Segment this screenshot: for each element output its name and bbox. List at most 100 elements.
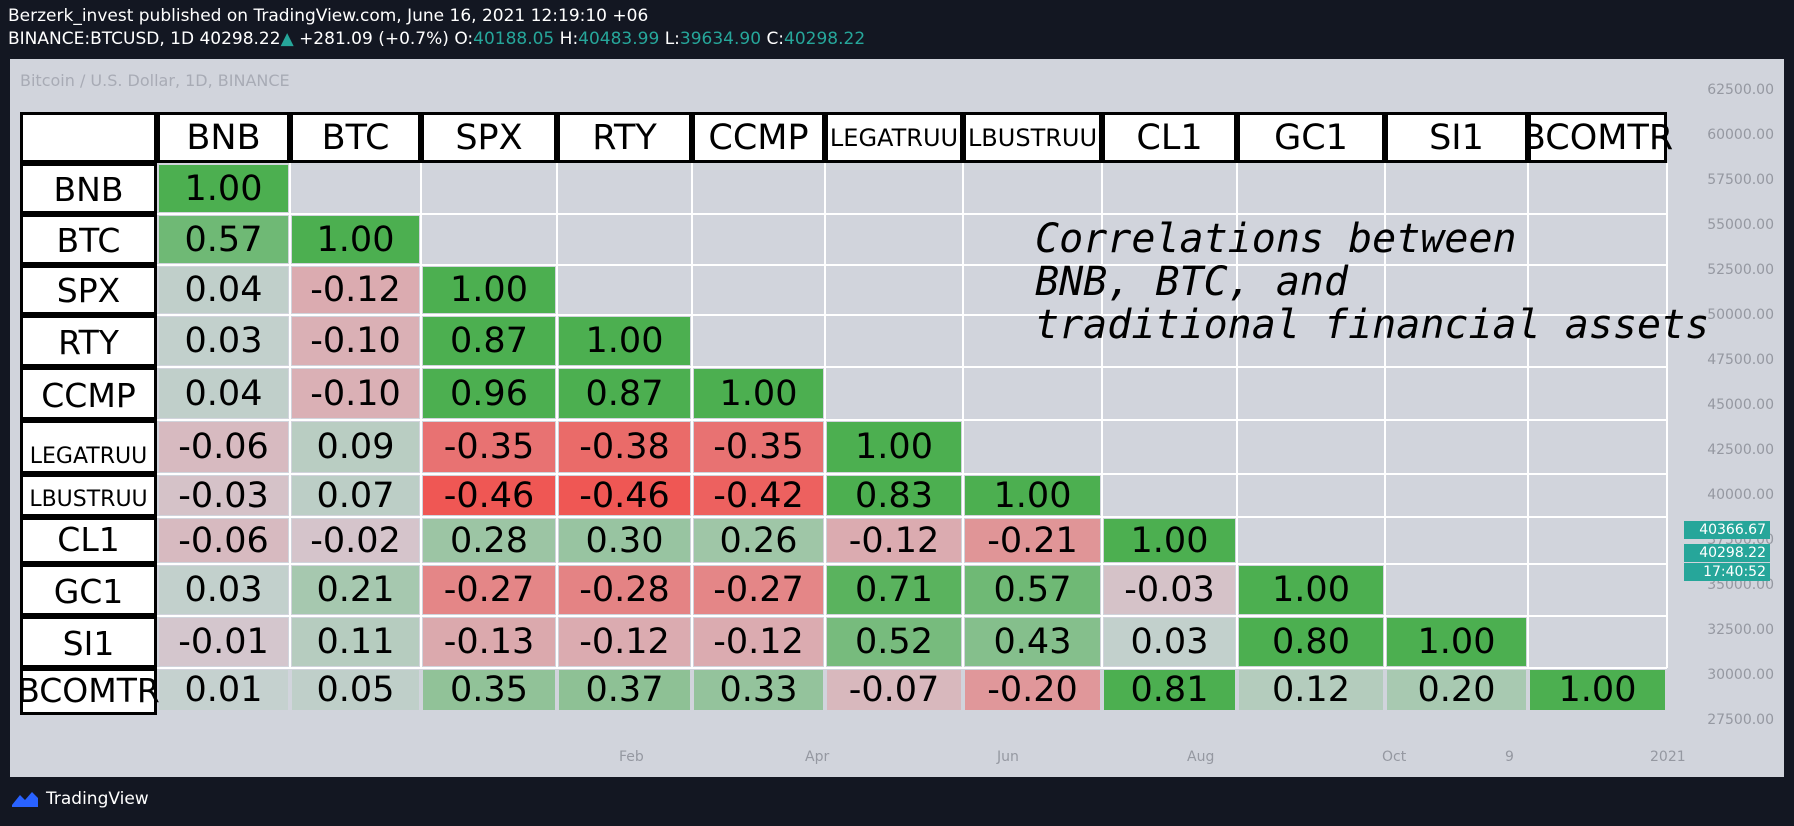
time-axis-tick: 9 xyxy=(1505,749,1514,765)
correlation-cell: 0.87 xyxy=(423,317,555,365)
correlation-cell: -0.03 xyxy=(159,476,288,516)
price-axis-tick: 32500.00 xyxy=(1707,622,1774,638)
correlation-cell: -0.07 xyxy=(827,670,961,710)
grid-line xyxy=(157,419,1667,421)
column-header-legatruu: LEGATRUU xyxy=(825,112,963,163)
correlation-cell: -0.01 xyxy=(159,618,288,666)
grid-line xyxy=(556,163,558,668)
row-header-gc1: GC1 xyxy=(20,564,157,616)
time-axis-tick: Feb xyxy=(619,749,644,765)
correlation-cell: 0.05 xyxy=(292,670,419,710)
row-header-bcomtr: BCOMTR xyxy=(17,668,160,715)
correlation-cell: 0.09 xyxy=(292,422,419,472)
correlation-cell: 0.04 xyxy=(159,267,288,313)
correlation-cell: 0.28 xyxy=(423,519,555,562)
open-value: 40188.05 xyxy=(473,29,555,49)
correlation-cell: -0.10 xyxy=(292,369,419,418)
column-header-bnb: BNB xyxy=(157,112,290,163)
grid-line xyxy=(420,163,422,668)
grid-line xyxy=(157,516,1667,518)
correlation-cell: 1.00 xyxy=(1387,618,1526,666)
grid-line xyxy=(1384,163,1386,668)
grid-line xyxy=(157,366,1667,368)
correlation-cell: 1.00 xyxy=(827,422,961,472)
row-header-legatruu: LEGATRUU xyxy=(20,420,157,474)
price-label-high: 40366.67 xyxy=(1684,521,1770,539)
correlation-cell: 0.07 xyxy=(292,476,419,516)
open-label: O: xyxy=(454,29,474,49)
correlation-cell: 0.37 xyxy=(559,670,690,710)
price-axis-tick: 60000.00 xyxy=(1707,127,1774,143)
symbol-label[interactable]: BINANCE:BTCUSD, 1D xyxy=(8,29,195,49)
correlation-cell: 0.87 xyxy=(559,369,690,418)
row-header-bnb: BNB xyxy=(20,163,157,214)
correlation-cell: -0.12 xyxy=(292,267,419,313)
grid-line xyxy=(691,163,693,668)
grid-line xyxy=(1236,163,1238,668)
correlation-cell: -0.35 xyxy=(694,422,823,472)
correlation-cell: 0.96 xyxy=(423,369,555,418)
time-axis-tick: 2021 xyxy=(1650,749,1686,765)
correlation-cell: -0.02 xyxy=(292,519,419,562)
correlation-cell: 0.35 xyxy=(423,670,555,710)
time-axis-tick: Jun xyxy=(997,749,1019,765)
correlation-cell: -0.46 xyxy=(423,476,555,516)
price-change: +281.09 (+0.7%) xyxy=(299,29,449,49)
low-value: 39634.90 xyxy=(679,29,762,49)
price-axis-tick: 55000.00 xyxy=(1707,217,1774,233)
grid-line xyxy=(157,563,1667,565)
correlation-cell: -0.12 xyxy=(559,618,690,666)
time-axis-tick: Oct xyxy=(1382,749,1407,765)
grid-line xyxy=(157,667,1667,669)
tradingview-logo-icon xyxy=(12,792,38,807)
grid-line xyxy=(289,163,291,668)
correlation-cell: 0.21 xyxy=(292,566,419,614)
correlation-cell: 1.00 xyxy=(1239,566,1383,614)
column-header-btc: BTC xyxy=(290,112,421,163)
correlation-cell: -0.06 xyxy=(159,519,288,562)
correlation-cell: 0.20 xyxy=(1387,670,1526,710)
time-axis-tick: Aug xyxy=(1187,749,1215,765)
row-header-btc: BTC xyxy=(20,214,157,265)
price-label-countdown: 17:40:52 xyxy=(1684,563,1770,581)
column-header-ccmp: CCMP xyxy=(692,112,825,163)
column-header-lbustruu: LBUSTRUU xyxy=(963,112,1102,163)
correlation-cell: 0.03 xyxy=(159,317,288,365)
correlation-cell: 0.30 xyxy=(559,519,690,562)
correlation-cell: -0.10 xyxy=(292,317,419,365)
correlation-cell: 0.71 xyxy=(827,566,961,614)
correlation-cell: 1.00 xyxy=(694,369,823,418)
price-axis-tick: 35000.00 xyxy=(1707,577,1774,593)
correlation-cell: -0.20 xyxy=(965,670,1100,710)
publisher-line: Berzerk_invest published on TradingView.… xyxy=(8,6,649,26)
close-label: C: xyxy=(766,29,785,49)
row-header-ccmp: CCMP xyxy=(20,367,157,420)
price-axis-tick: 42500.00 xyxy=(1707,442,1774,458)
high-value: 40483.99 xyxy=(578,29,660,49)
price-axis-tick: 45000.00 xyxy=(1707,397,1774,413)
correlation-cell: -0.03 xyxy=(1104,566,1235,614)
column-header-rty: RTY xyxy=(557,112,692,163)
correlation-cell: -0.27 xyxy=(694,566,823,614)
column-header-si1: SI1 xyxy=(1385,112,1528,163)
grid-line xyxy=(824,163,826,668)
footer: TradingView xyxy=(10,789,149,809)
chart-annotation: Correlations between BNB, BTC, and tradi… xyxy=(1035,216,1710,348)
correlation-cell: 0.57 xyxy=(159,216,288,263)
footer-brand[interactable]: TradingView xyxy=(46,789,149,809)
correlation-cell: 0.03 xyxy=(159,566,288,614)
correlation-cell: -0.42 xyxy=(694,476,823,516)
grid-line xyxy=(157,213,1667,215)
price-label-last: 40298.22 xyxy=(1684,544,1770,562)
correlation-cell: -0.13 xyxy=(423,618,555,666)
price-axis-tick: 50000.00 xyxy=(1707,307,1774,323)
price-axis-tick: 62500.00 xyxy=(1707,82,1774,98)
correlation-cell: -0.38 xyxy=(559,422,690,472)
correlation-cell: -0.27 xyxy=(423,566,555,614)
price-axis[interactable]: 62500.00 60000.00 57500.00 55000.00 52500.00… xyxy=(1682,59,1774,749)
row-header-si1: SI1 xyxy=(20,616,157,668)
row-header-rty: RTY xyxy=(20,315,157,367)
correlation-cell: -0.12 xyxy=(827,519,961,562)
correlation-cell: 1.00 xyxy=(159,165,288,212)
close-value: 40298.22 xyxy=(784,29,866,49)
